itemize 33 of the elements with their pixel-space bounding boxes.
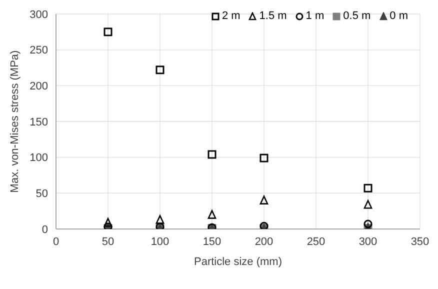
- point: [364, 184, 372, 192]
- point: [364, 220, 372, 228]
- legend-label: 2 m: [220, 10, 240, 22]
- y-axis-title: Max. von-Mises stress (MPa): [8, 50, 21, 193]
- y-tick-label: 50: [36, 188, 48, 200]
- y-tick-label: 100: [30, 152, 48, 164]
- point: [104, 218, 112, 227]
- x-tick-label: 300: [358, 236, 378, 248]
- x-axis-title: Particle size (mm): [194, 256, 282, 268]
- x-tick-label: 100: [150, 236, 170, 248]
- legend-label: 0.5 m: [342, 10, 371, 22]
- legend-label: 1 m: [304, 10, 324, 22]
- point: [104, 28, 112, 36]
- point: [156, 215, 164, 224]
- legend-label: 1.5 m: [258, 10, 287, 22]
- point: [364, 200, 372, 209]
- point: [260, 154, 268, 162]
- x-tick-label: 250: [306, 236, 326, 248]
- x-tick-label: 350: [410, 236, 430, 248]
- y-tick-label: 300: [30, 8, 48, 21]
- y-tick-label: 250: [30, 44, 48, 57]
- x-tick-label: 50: [102, 236, 114, 248]
- y-tick-label: 150: [30, 116, 48, 128]
- y-tick-label: 0: [42, 224, 48, 236]
- x-tick-label: 0: [52, 236, 60, 248]
- x-tick-label: 200: [254, 236, 274, 248]
- y-tick-label: 200: [30, 80, 48, 93]
- legend-label: 0 m: [388, 10, 408, 22]
- point: [260, 196, 268, 204]
- point: [208, 210, 216, 219]
- point: [156, 66, 164, 74]
- x-tick-label: 150: [202, 236, 222, 248]
- point: [208, 150, 216, 159]
